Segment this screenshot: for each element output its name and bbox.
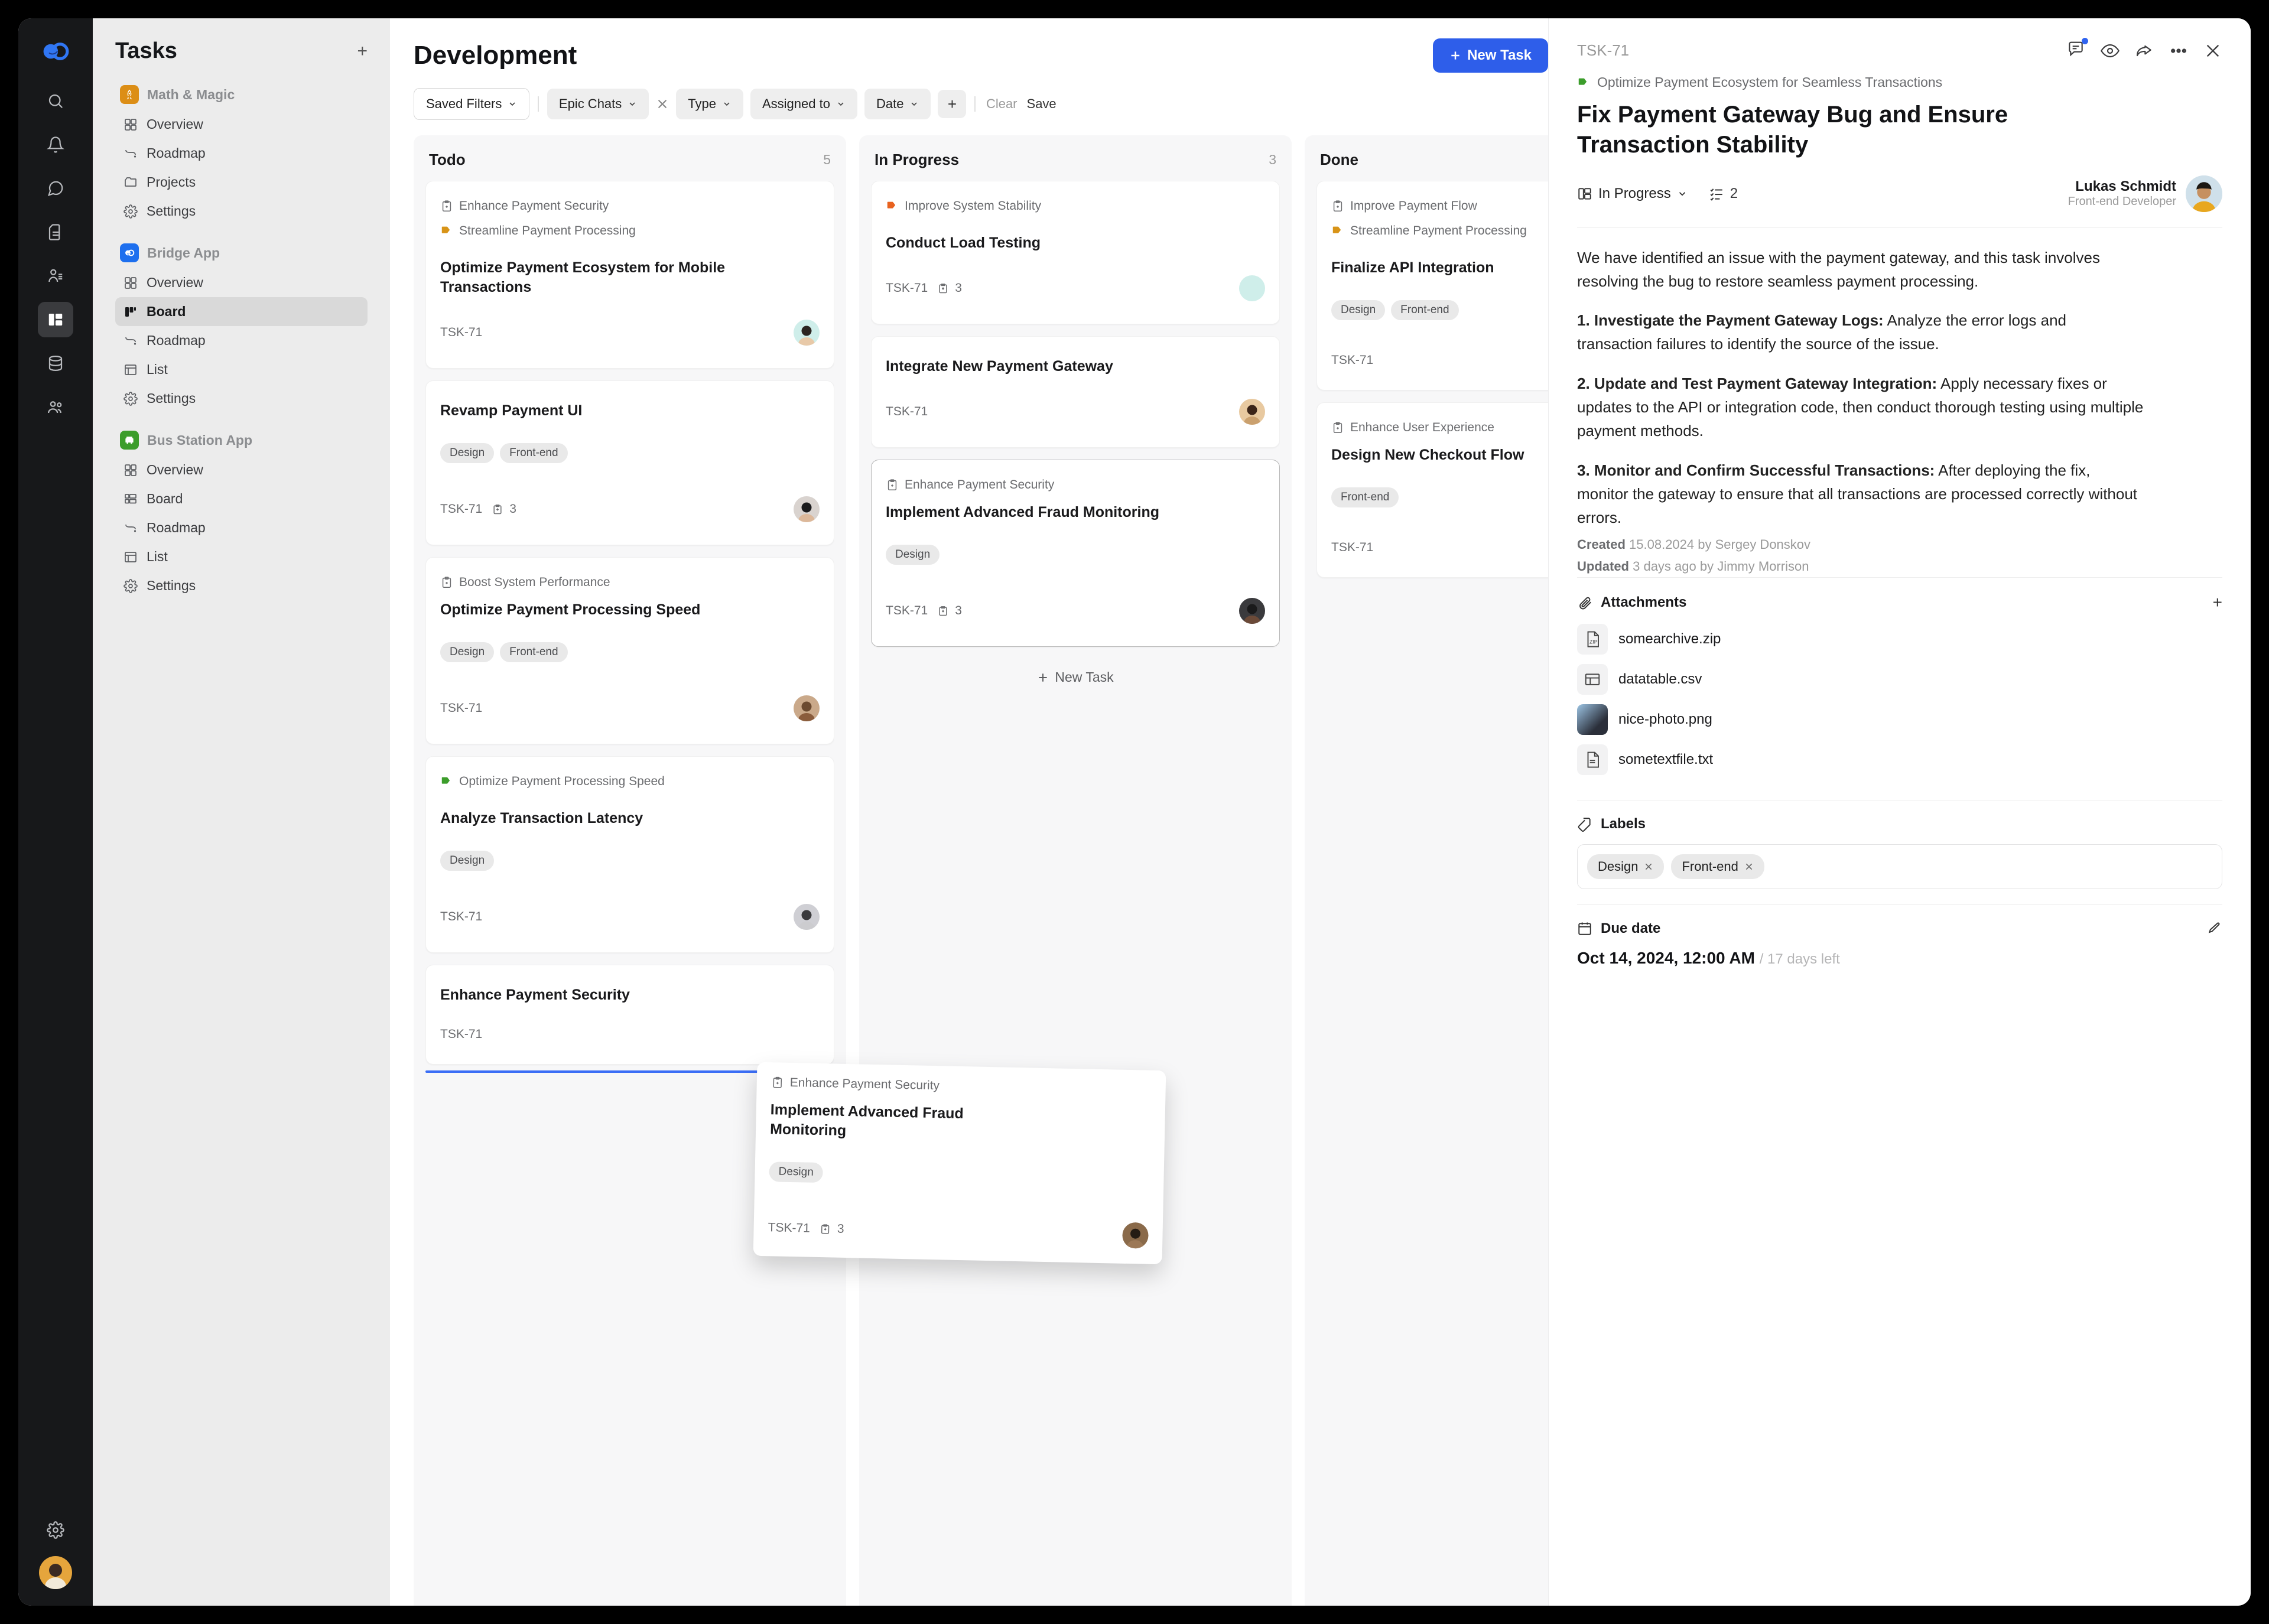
svg-text:ZIP: ZIP [1589,639,1598,645]
